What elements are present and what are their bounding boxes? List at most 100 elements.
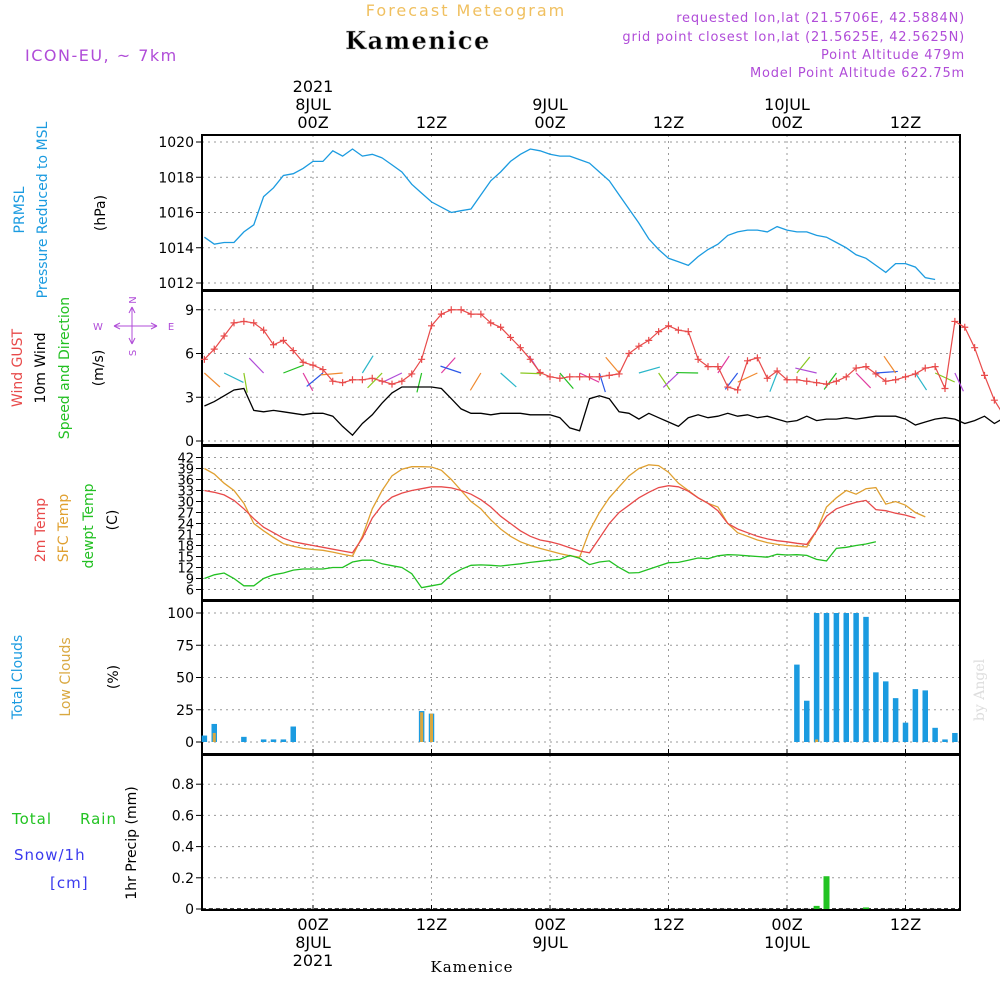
wind-arrow: [302, 372, 314, 392]
gust-marker: [546, 373, 554, 381]
gust-marker: [724, 383, 732, 391]
total-cloud-bar: [922, 690, 928, 742]
label-low-clouds: Low Clouds: [58, 637, 74, 716]
series-10m-wind: [204, 386, 1000, 437]
series-2m-temp: [204, 485, 916, 554]
gust-marker: [951, 317, 959, 325]
gust-marker: [497, 323, 505, 331]
top-date-label: 10JUL: [764, 95, 810, 114]
label-2m-temp: 2m Temp: [33, 498, 49, 562]
label-dewpt-temp: dewpt Temp: [81, 483, 97, 568]
gust-marker: [260, 326, 268, 334]
gust-marker: [753, 354, 761, 362]
ytick-label: 12: [177, 562, 194, 577]
ytick-label: 100: [167, 606, 194, 622]
ytick-label: 25: [176, 703, 194, 719]
total-cloud-bar: [260, 739, 267, 742]
total-cloud-bar: [932, 727, 938, 742]
label-precip-mm: 1hr Precip (mm): [124, 786, 140, 899]
wind-arrow: [883, 355, 897, 374]
total-cloud-bar: [201, 735, 208, 742]
gust-marker: [467, 310, 475, 318]
bottom-year: 2021: [293, 951, 334, 970]
gust-marker: [299, 358, 307, 366]
gust-marker: [763, 374, 771, 382]
total-cloud-bar: [952, 732, 958, 742]
low-cloud-bar: [212, 732, 216, 742]
label-hpa: (hPa): [93, 195, 109, 231]
total-cloud-bar: [853, 613, 859, 742]
gust-marker: [240, 317, 248, 325]
wind-arrow: [500, 372, 517, 388]
bottom-hour-label: 12Z: [653, 915, 684, 934]
label-wind-gust: Wind GUST: [10, 328, 26, 407]
gust-marker: [783, 376, 791, 384]
wind-arrow: [283, 364, 304, 374]
gust-marker: [674, 326, 682, 334]
gust-marker: [270, 341, 277, 349]
gust-marker: [803, 377, 811, 385]
low-cloud-bar: [430, 713, 433, 742]
compass-west: W: [93, 322, 103, 333]
gust-marker: [200, 355, 208, 363]
total-cloud-bar: [280, 739, 287, 742]
model-point-altitude: Model Point Altitude 622.75m: [750, 66, 965, 81]
label-celsius: (C): [105, 510, 121, 531]
series-dewpt-temp: [204, 541, 877, 589]
total-cloud-bar: [813, 613, 820, 742]
wind-arrow: [795, 367, 817, 374]
label-snow: Snow/1h: [14, 846, 86, 864]
label-percent: (%): [106, 665, 122, 689]
gust-marker: [507, 333, 514, 341]
top-hour-label: 12Z: [890, 113, 921, 132]
wind-arrow: [440, 357, 456, 374]
precip-bar: [823, 876, 830, 909]
gust-marker: [595, 373, 603, 381]
bottom-hour-label: 00Z: [534, 915, 565, 934]
label-speed-direction: Speed and Direction: [57, 297, 73, 439]
ytick-label: 0: [185, 735, 194, 751]
ytick-label: 33: [177, 485, 194, 500]
wind-arrow: [320, 372, 343, 376]
gust-marker: [250, 319, 258, 327]
gust-marker: [694, 355, 702, 363]
ytick-label: 1016: [158, 206, 194, 222]
total-cloud-bar: [843, 613, 849, 742]
gust-marker: [961, 323, 969, 331]
wind-arrow: [559, 372, 574, 390]
ytick-label: 9: [185, 303, 194, 319]
ytick-label: 24: [177, 518, 194, 533]
gust-marker: [408, 370, 416, 378]
gust-marker: [368, 374, 376, 382]
gust-marker: [605, 371, 613, 379]
gust-marker: [793, 376, 801, 384]
wind-arrow: [361, 355, 374, 374]
gust-marker: [536, 368, 544, 376]
gust-marker: [418, 355, 426, 363]
total-cloud-bar: [873, 672, 879, 742]
gust-marker: [734, 386, 742, 394]
total-cloud-bar: [241, 736, 247, 742]
ytick-label: 30: [177, 496, 194, 511]
gust-marker: [813, 379, 821, 387]
gust-marker: [210, 345, 218, 353]
series-wind-gust: [203, 309, 1000, 411]
gust-marker: [487, 319, 495, 327]
gust-marker: [516, 344, 524, 352]
total-cloud-bar: [833, 613, 840, 742]
wind-arrow: [796, 356, 811, 374]
gust-marker: [665, 322, 672, 330]
ytick-label: 0: [185, 434, 194, 450]
clouds-panel: 0 25 50 75 100: [167, 600, 961, 755]
footer-location: Kamenice: [431, 958, 514, 976]
top-hour-label: 00Z: [297, 113, 328, 132]
requested-coords: requested lon,lat (21.5706E, 42.5884N): [676, 11, 965, 26]
total-cloud-bar: [270, 739, 277, 742]
compass-east: E: [168, 322, 174, 333]
total-cloud-bar: [794, 664, 800, 742]
gust-marker: [615, 370, 623, 378]
